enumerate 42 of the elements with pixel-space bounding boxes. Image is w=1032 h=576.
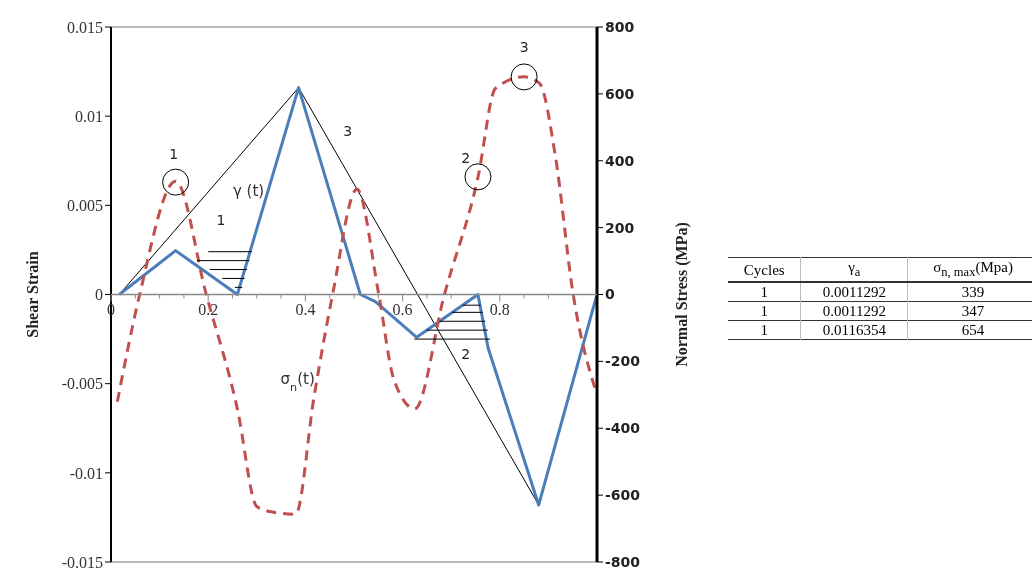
text: 654 [907,320,1032,340]
x-tick-label: 0.8 [489,300,510,318]
text: 347 [907,301,1032,321]
text: 1 [759,321,769,340]
annotation: 3 [519,39,529,56]
text: 1 [759,283,769,302]
text: 0.0116354 [800,320,908,340]
y2-tick-label: 600 [605,85,635,102]
series-label: γ (t) [232,181,265,200]
y2-tick-label: 0 [605,286,615,303]
y2-tick-label: -200 [605,353,641,370]
y2-tick-label: 800 [605,18,635,35]
y2-tick-label: -600 [605,487,641,504]
category-label: γ$_{a}$ [800,257,908,282]
y-tick-label: 0.015 [67,18,103,36]
x-tick-label: 0.2 [198,300,219,318]
annotation: 3 [343,123,353,140]
x-tick-label: 0.6 [392,300,413,318]
annotation: 2 [461,149,471,166]
category-label: Cycles [742,260,786,280]
category-label: σ$_{n, max}$(Mpa) [907,257,1032,282]
x-tick-label: 0.4 [295,300,316,318]
y-axis-title: Shear Strain [24,251,41,338]
text: 339 [907,282,1032,302]
y2-tick-label: 400 [605,152,635,169]
y2-axis-title: Normal Stress (MPa) [673,222,691,367]
series-label: σ$_{n}$(t) [280,370,315,394]
annotation: 1 [216,212,226,229]
y-tick-label: 0.01 [75,107,103,125]
y-tick-label: -0.01 [69,464,103,482]
y-tick-label: 0.005 [67,197,103,215]
y2-tick-label: 200 [605,219,635,236]
y-tick-label: 0 [95,286,103,304]
annotation: 1 [169,146,179,163]
y2-tick-label: -800 [605,553,641,570]
y2-tick-label: -400 [605,420,641,437]
text: 0.0011292 [800,282,908,302]
text: 1 [759,302,769,321]
y-tick-label: -0.015 [61,553,103,571]
annotation: 2 [461,346,471,363]
y-tick-label: -0.005 [61,375,103,393]
text: 0.0011292 [800,301,908,321]
